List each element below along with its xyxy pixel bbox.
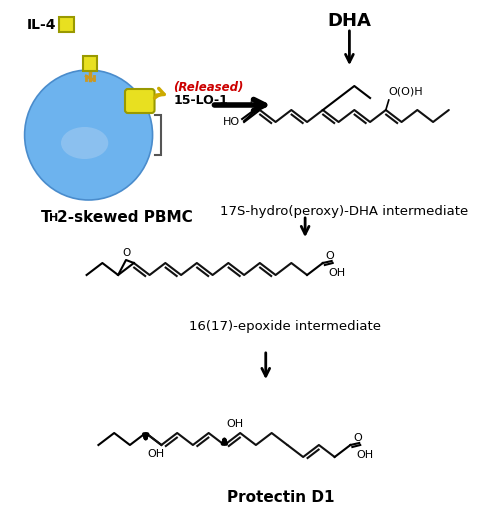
Text: OH: OH [226,419,244,429]
Text: O: O [354,433,362,443]
Text: O: O [250,98,258,108]
Text: 2-skewed PBMC: 2-skewed PBMC [57,210,193,225]
Text: OH: OH [148,449,165,459]
Text: H: H [49,213,58,223]
Text: OH: OH [328,268,346,278]
Text: 15-LO-1: 15-LO-1 [173,93,228,107]
Text: T: T [42,210,52,225]
Text: O: O [326,251,334,261]
Text: 16(17)-epoxide intermediate: 16(17)-epoxide intermediate [190,320,382,333]
Text: DHA: DHA [328,12,372,30]
Text: Protectin D1: Protectin D1 [227,490,334,505]
Text: (Released): (Released) [173,81,244,94]
Text: 17S-hydro(peroxy)-DHA intermediate: 17S-hydro(peroxy)-DHA intermediate [220,205,468,218]
FancyBboxPatch shape [82,56,98,71]
Text: O(O)H: O(O)H [389,86,424,96]
Text: HO: HO [223,117,240,127]
Circle shape [24,70,152,200]
FancyBboxPatch shape [125,89,154,113]
FancyBboxPatch shape [59,17,74,32]
Ellipse shape [61,127,108,159]
Text: OH: OH [356,450,374,460]
Text: O: O [123,248,131,258]
Text: IL-4: IL-4 [26,18,56,32]
